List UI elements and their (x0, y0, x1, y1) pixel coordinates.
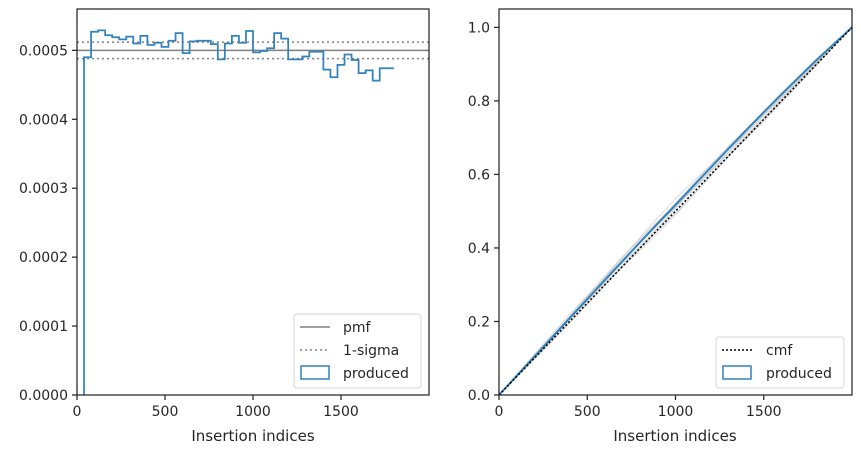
cmf-y-tick-label: 1.0 (468, 20, 490, 36)
pmf-y-tick-label: 0.0001 (19, 319, 68, 335)
pmf-y-ticks: 0.0000 0.0001 0.0002 0.0003 0.0004 0.0005 (19, 43, 77, 404)
cmf-data-layer (498, 26, 853, 396)
cmf-produced-legend-label: produced (766, 366, 832, 382)
pmf-x-tick-label: 0 (73, 404, 82, 420)
pmf-panel: 0 500 1000 1500 0.00000.00010.00020.00030.0… (19, 8, 430, 445)
cmf-legend-label: cmf (766, 343, 793, 359)
cmf-panel: 0 500 1000 1500 0.0 0.2 0.4 0.6 0.8 1.0 Insertio… (468, 8, 853, 445)
cmf-x-tick-label: 0 (495, 404, 504, 420)
pmf-y-tick-label: 0.0005 (19, 43, 68, 59)
pmf-x-tick-label: 1000 (235, 404, 271, 420)
cmf-y-tick-label: 0.2 (468, 314, 490, 330)
cmf-y-tick-label: 0.8 (468, 94, 490, 110)
pmf-y-tick-label: 0.0002 (19, 250, 68, 266)
pmf-y-tick-label: 0.0004 (19, 112, 68, 128)
pmf-x-axis-label: Insertion indices (191, 427, 314, 445)
cmf-line (498, 26, 853, 396)
pmf-y-tick-label: 0.0003 (19, 181, 68, 197)
cmf-x-tick-label: 1000 (658, 404, 694, 420)
produced-legend-label: produced (343, 366, 409, 382)
cmf-x-axis-label: Insertion indices (613, 427, 736, 445)
pmf-legend: pmf 1-sigma produced (293, 313, 422, 389)
produced-legend-patch (300, 365, 330, 380)
cmf-x-tick-label: 1500 (746, 404, 782, 420)
pmf-y-tick-label: 0.0000 (19, 388, 68, 404)
pmf-x-tick-label: 1500 (323, 404, 359, 420)
pmf-x-ticks: 0 500 1000 1500 (73, 395, 359, 420)
cmf-x-tick-label: 500 (574, 404, 601, 420)
cmf-y-ticks: 0.0 0.2 0.4 0.6 0.8 1.0 (468, 20, 499, 404)
cmf-y-tick-label: 0.6 (468, 167, 490, 183)
cmf-y-tick-label: 0.4 (468, 241, 490, 257)
cmf-produced-legend-patch (722, 365, 752, 380)
sigma-legend-label: 1-sigma (343, 343, 399, 359)
cmf-x-ticks: 0 500 1000 1500 (495, 395, 782, 420)
cmf-legend: cmf produced (715, 336, 845, 389)
pmf-x-tick-label: 500 (152, 404, 179, 420)
produced-step-series (83, 29, 394, 395)
produced-cdf-line (498, 26, 853, 396)
cmf-y-tick-label: 0.0 (468, 388, 490, 404)
pmf-data-layer (77, 29, 429, 395)
pmf-legend-label: pmf (343, 320, 372, 336)
